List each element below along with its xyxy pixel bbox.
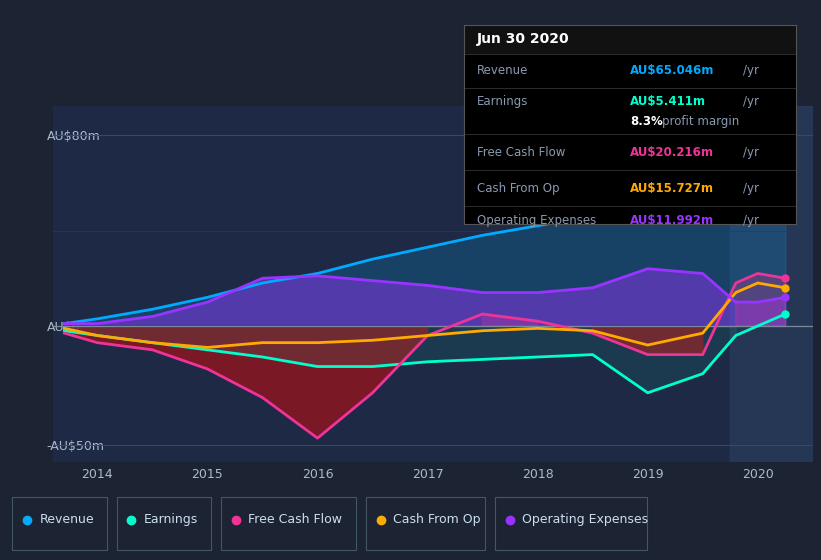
Text: AU$20.216m: AU$20.216m (631, 146, 714, 159)
Text: /yr: /yr (743, 146, 759, 159)
Text: Operating Expenses: Operating Expenses (522, 514, 649, 526)
Text: /yr: /yr (743, 213, 759, 227)
Text: Cash From Op: Cash From Op (393, 514, 481, 526)
Text: Earnings: Earnings (477, 95, 529, 108)
Bar (464, 25, 796, 53)
Text: 8.3%: 8.3% (631, 115, 663, 128)
Text: Revenue: Revenue (477, 64, 529, 77)
Text: AU$65.046m: AU$65.046m (631, 64, 714, 77)
Bar (730, 106, 813, 462)
Text: Free Cash Flow: Free Cash Flow (477, 146, 566, 159)
Text: Revenue: Revenue (39, 514, 94, 526)
Text: AU$5.411m: AU$5.411m (631, 95, 706, 108)
Text: Free Cash Flow: Free Cash Flow (248, 514, 342, 526)
Text: /yr: /yr (743, 95, 759, 108)
Text: Cash From Op: Cash From Op (477, 181, 560, 195)
Text: Jun 30 2020: Jun 30 2020 (477, 32, 570, 46)
Text: Operating Expenses: Operating Expenses (477, 213, 596, 227)
Text: /yr: /yr (743, 64, 759, 77)
Text: profit margin: profit margin (662, 115, 739, 128)
Text: /yr: /yr (743, 181, 759, 195)
Text: AU$15.727m: AU$15.727m (631, 181, 714, 195)
Text: Earnings: Earnings (144, 514, 198, 526)
Text: AU$11.992m: AU$11.992m (631, 213, 714, 227)
